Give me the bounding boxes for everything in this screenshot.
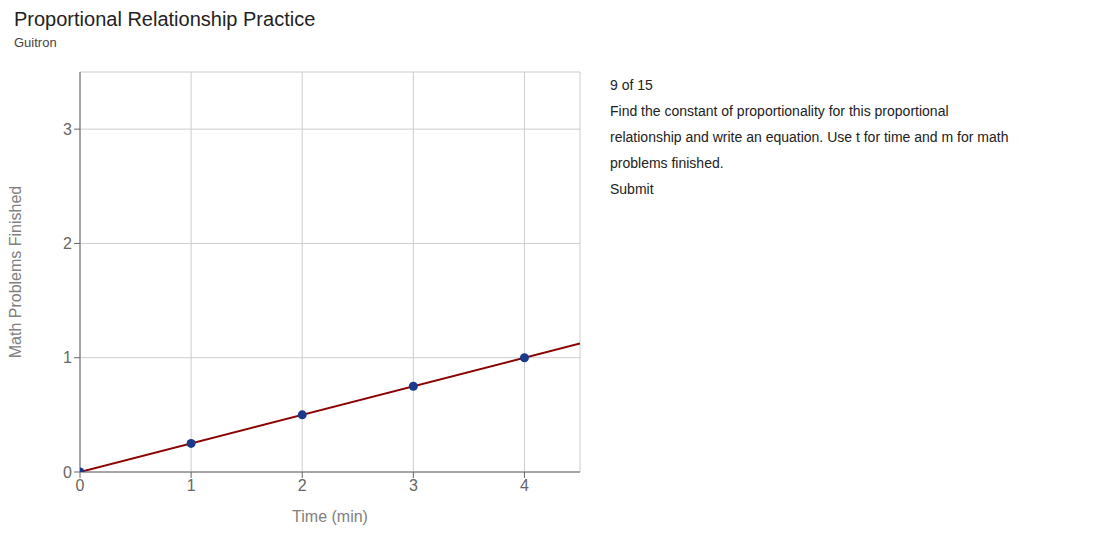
html-text:Guitron: Guitron [14,35,57,50]
svg-text:1: 1 [63,349,72,366]
html-text:relationship and write an equa: relationship and write an equation. Use … [610,129,1009,145]
svg-text:2: 2 [63,235,72,252]
html-text:Find the constant of proportio: Find the constant of proportionality for… [610,103,949,119]
svg-text:Math Problems Finished: Math Problems Finished [8,186,24,359]
svg-text:4: 4 [520,477,529,494]
svg-text:3: 3 [409,477,418,494]
svg-text:2: 2 [298,477,307,494]
svg-text:0: 0 [63,464,72,481]
html-text:9 of 15: 9 of 15 [610,77,653,93]
html-text:Submit: Submit [610,181,654,197]
svg-text:1: 1 [187,477,196,494]
html-text:Proportional Relationship Prac: Proportional Relationship Practice [14,8,316,30]
svg-text:3: 3 [63,121,72,138]
html-text:problems finished.: problems finished. [610,155,724,171]
svg-text:0: 0 [76,477,85,494]
svg-text:Time (min): Time (min) [292,508,368,525]
